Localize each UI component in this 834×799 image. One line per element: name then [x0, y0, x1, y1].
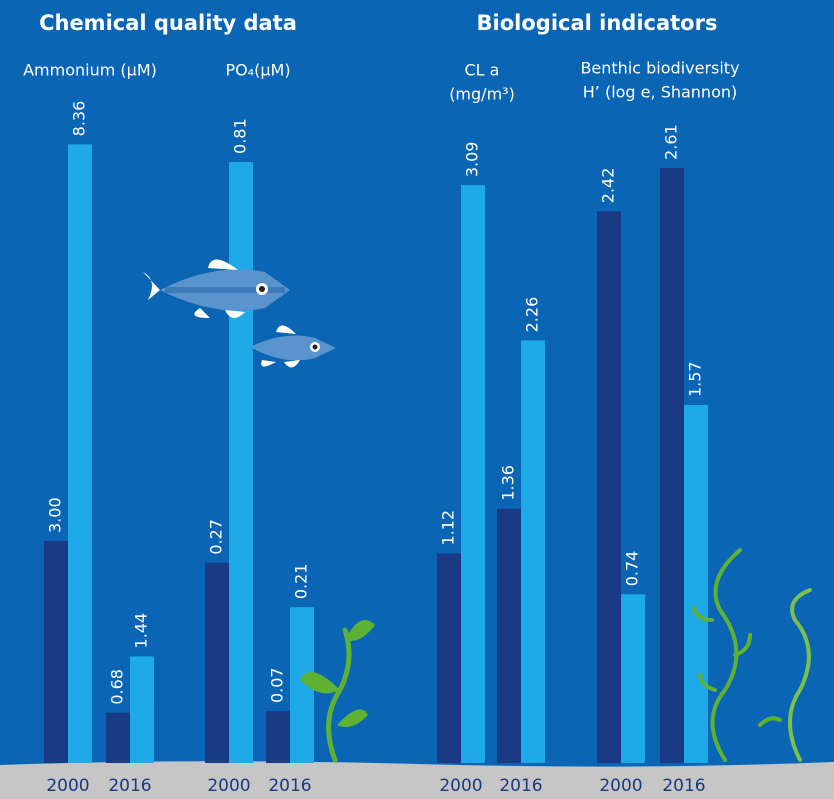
bar: [44, 541, 68, 763]
panel-title: PO₄(µM): [225, 61, 290, 80]
value-label: 0.21: [292, 564, 311, 600]
value-label: 8.36: [70, 101, 89, 137]
value-label: 1.12: [439, 510, 458, 546]
x-tick-label: 2000: [46, 776, 89, 796]
value-label: 2.42: [599, 168, 618, 204]
bar: [229, 162, 253, 763]
panel-title: (mg/m³): [449, 85, 515, 104]
x-tick-label: 2016: [108, 776, 151, 796]
value-label: 3.00: [46, 497, 65, 533]
bar: [621, 594, 645, 763]
value-label: 1.44: [132, 613, 151, 649]
panel-title: CL a: [465, 61, 500, 80]
bar: [205, 563, 229, 763]
value-label: 2.26: [523, 297, 542, 333]
section-header: Chemical quality data: [39, 11, 297, 35]
x-tick-label: 2000: [599, 776, 642, 796]
bar: [461, 185, 485, 763]
value-label: 2.61: [662, 124, 681, 160]
bar: [660, 168, 684, 763]
x-tick-label: 2016: [499, 776, 542, 796]
infographic: Chemical quality data Biological indicat…: [0, 0, 834, 799]
bar: [106, 713, 130, 763]
panel-title: Ammonium (µM): [23, 61, 157, 80]
x-tick-label: 2000: [439, 776, 482, 796]
bar: [597, 211, 621, 763]
panel-title: H’ (log e, Shannon): [583, 83, 738, 102]
bar: [521, 340, 545, 763]
value-label: 0.27: [207, 519, 226, 555]
value-label: 0.07: [268, 667, 287, 703]
value-label: 0.74: [623, 551, 642, 587]
value-label: 1.57: [686, 361, 705, 397]
section-header: Biological indicators: [477, 11, 718, 35]
bar: [130, 656, 154, 763]
x-tick-label: 2016: [662, 776, 705, 796]
value-label: 0.81: [231, 118, 250, 154]
panel-title: Benthic biodiversity: [580, 59, 739, 78]
bar: [684, 405, 708, 763]
bar: [266, 711, 290, 763]
value-label: 1.36: [499, 465, 518, 501]
bar: [437, 554, 461, 763]
x-tick-label: 2000: [207, 776, 250, 796]
x-tick-label: 2016: [268, 776, 311, 796]
value-label: 0.68: [108, 669, 127, 705]
bar: [497, 509, 521, 763]
bar: [68, 144, 92, 763]
value-label: 3.09: [463, 142, 482, 178]
